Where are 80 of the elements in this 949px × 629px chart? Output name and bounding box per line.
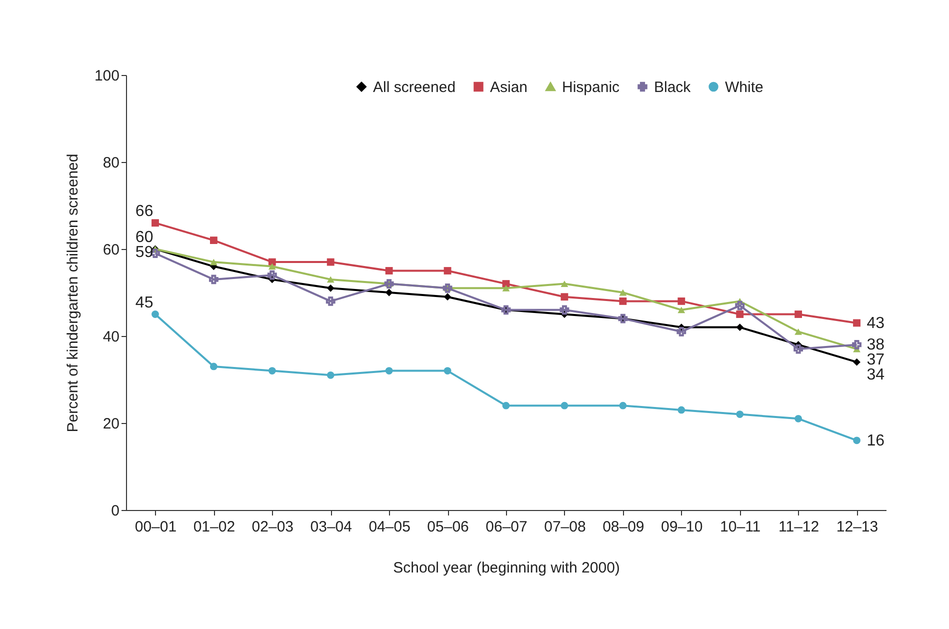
data-label: 45 xyxy=(135,294,154,312)
point xyxy=(794,328,802,335)
point xyxy=(268,367,276,374)
x-axis-title: School year (beginning with 2000) xyxy=(393,560,620,576)
data-label: 59 xyxy=(135,244,154,261)
x-tick-label: 08–09 xyxy=(602,518,644,536)
point xyxy=(385,288,393,296)
point xyxy=(267,270,277,280)
x-tick-label: 02–03 xyxy=(252,518,294,536)
data-label: 66 xyxy=(135,202,154,220)
data-label: 16 xyxy=(866,432,885,450)
point xyxy=(385,367,393,374)
point xyxy=(619,402,627,410)
point xyxy=(852,340,862,350)
point xyxy=(794,414,802,422)
point xyxy=(853,436,860,444)
point xyxy=(676,326,686,336)
x-tick-label: 06–07 xyxy=(486,518,528,536)
x-tick-label: 04–05 xyxy=(368,518,410,536)
point xyxy=(678,406,686,414)
x-tick-label: 05–06 xyxy=(427,518,469,536)
x-tick-label: 09–10 xyxy=(661,518,703,536)
legend-label: White xyxy=(725,78,764,96)
data-label: 34 xyxy=(866,366,885,384)
point xyxy=(502,284,510,292)
point xyxy=(678,306,686,314)
point xyxy=(619,289,627,296)
point xyxy=(385,267,393,274)
data-label: 43 xyxy=(866,314,885,332)
point xyxy=(736,310,744,318)
point xyxy=(560,293,568,301)
y-tick-label: 80 xyxy=(102,154,120,172)
point xyxy=(326,296,336,306)
point xyxy=(853,358,860,366)
point xyxy=(444,293,452,301)
x-tick-label: 12–13 xyxy=(836,518,878,536)
point xyxy=(444,367,452,374)
legend-label: Black xyxy=(654,78,692,96)
point xyxy=(208,274,218,284)
point xyxy=(326,258,334,266)
point xyxy=(678,297,686,305)
y-tick-label: 0 xyxy=(111,502,120,520)
point xyxy=(444,267,452,274)
legend-label: Asian xyxy=(490,78,528,96)
point xyxy=(152,219,159,227)
y-axis-title: Percent of kindergarten children screened xyxy=(64,154,82,432)
x-tick-label: 01–02 xyxy=(193,518,236,536)
point xyxy=(210,362,218,370)
point xyxy=(560,280,568,288)
y-tick-label: 40 xyxy=(102,328,120,346)
point xyxy=(210,258,218,266)
point xyxy=(560,305,570,315)
point xyxy=(268,263,276,270)
point xyxy=(735,300,745,310)
legend-label: All screened xyxy=(373,78,456,96)
x-tick-label: 10–11 xyxy=(720,518,761,536)
point xyxy=(326,284,334,292)
x-tick-label: 07–08 xyxy=(544,518,586,536)
data-label: 60 xyxy=(135,229,154,246)
point xyxy=(560,402,568,410)
point xyxy=(736,324,744,332)
point xyxy=(326,371,334,379)
legend-label: Hispanic xyxy=(562,78,620,96)
point xyxy=(736,410,744,418)
y-tick-label: 100 xyxy=(94,68,120,84)
point xyxy=(326,276,334,283)
point xyxy=(619,297,627,305)
point xyxy=(794,344,804,354)
x-tick-label: 03–04 xyxy=(310,518,352,536)
point xyxy=(210,236,218,244)
x-tick-label: 11–12 xyxy=(778,518,820,536)
data-label: 37 xyxy=(866,352,885,369)
data-label: 38 xyxy=(866,336,885,354)
point xyxy=(152,310,159,318)
point xyxy=(502,402,510,410)
x-tick-label: 00–01 xyxy=(134,518,177,536)
y-tick-label: 60 xyxy=(102,242,120,258)
point xyxy=(794,310,802,318)
point xyxy=(853,319,860,327)
y-tick-label: 20 xyxy=(102,416,120,432)
